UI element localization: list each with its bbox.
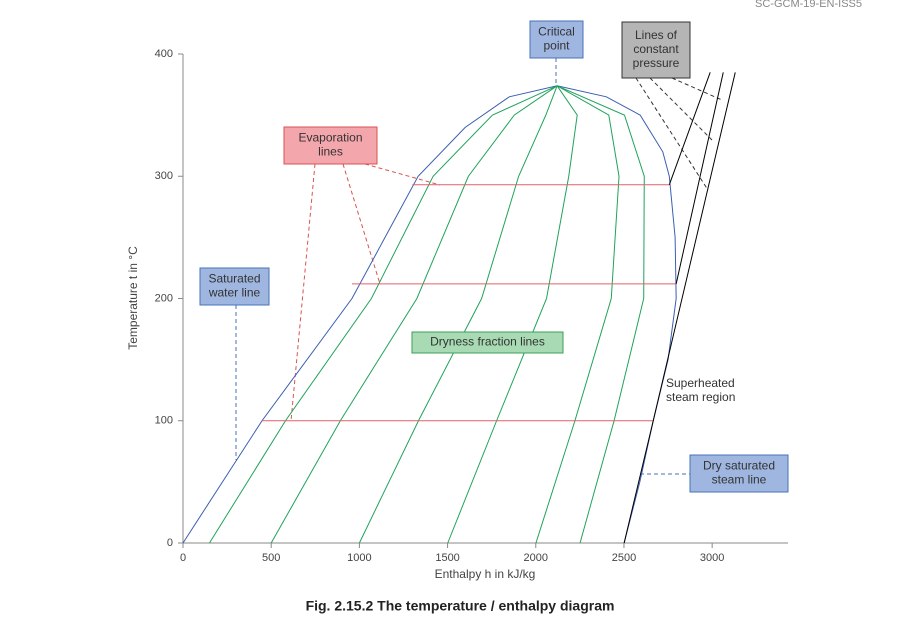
curve xyxy=(556,85,645,544)
annotation-text: Saturated xyxy=(208,272,260,286)
curve xyxy=(358,85,558,544)
annotation-box xyxy=(621,21,691,79)
x-tick-label: 0 xyxy=(180,552,186,564)
y-tick-label: 100 xyxy=(155,415,173,427)
annotation-text: steam region xyxy=(666,390,735,404)
curve xyxy=(447,85,578,544)
annotation-text: Critical xyxy=(538,25,575,39)
y-axis-label: Temperature t in °C xyxy=(126,246,140,350)
annotation-box xyxy=(283,126,378,165)
annotation-text: pressure xyxy=(633,56,680,70)
caption: Fig. 2.15.2 The temperature / enthalpy d… xyxy=(306,598,615,614)
annotation-text: constant xyxy=(633,42,679,56)
annotation-text: Dry saturated xyxy=(703,459,775,473)
x-axis-label: Enthalpy h in kJ/kg xyxy=(435,567,536,581)
x-tick-label: 1500 xyxy=(435,552,459,564)
y-tick-label: 400 xyxy=(155,48,173,60)
x-tick-label: 3000 xyxy=(700,552,724,564)
curve xyxy=(270,85,558,544)
leaders xyxy=(235,58,723,475)
annotation-text: lines xyxy=(318,145,343,159)
x-tick-label: 2500 xyxy=(612,552,636,564)
curve xyxy=(623,72,736,544)
curve xyxy=(668,72,711,185)
x-tick-label: 1000 xyxy=(347,552,371,564)
x-tick-label: 500 xyxy=(262,552,280,564)
annotation-box xyxy=(411,331,564,354)
x-tick-label: 2000 xyxy=(524,552,548,564)
annotation-text: Dryness fraction lines xyxy=(430,335,545,349)
annotation-box xyxy=(199,267,270,306)
annotation-box xyxy=(689,454,789,493)
curve xyxy=(209,85,558,544)
annotation-text: steam line xyxy=(712,473,767,487)
annotation-text: point xyxy=(543,39,570,53)
y-tick-label: 0 xyxy=(167,537,173,549)
curve xyxy=(182,85,677,544)
annotation-text: water line xyxy=(208,286,261,300)
annotation-text: Superheated xyxy=(666,376,735,390)
curve xyxy=(675,72,724,284)
annotation-text: Evaporation xyxy=(298,131,362,145)
y-tick-label: 200 xyxy=(155,292,173,304)
annotation-text: Lines of xyxy=(635,28,678,42)
doc-code: SC-GCM-19-EN-ISS5 xyxy=(755,0,862,10)
annotation-box xyxy=(529,20,584,59)
curve xyxy=(535,85,620,544)
y-tick-label: 300 xyxy=(155,170,173,182)
